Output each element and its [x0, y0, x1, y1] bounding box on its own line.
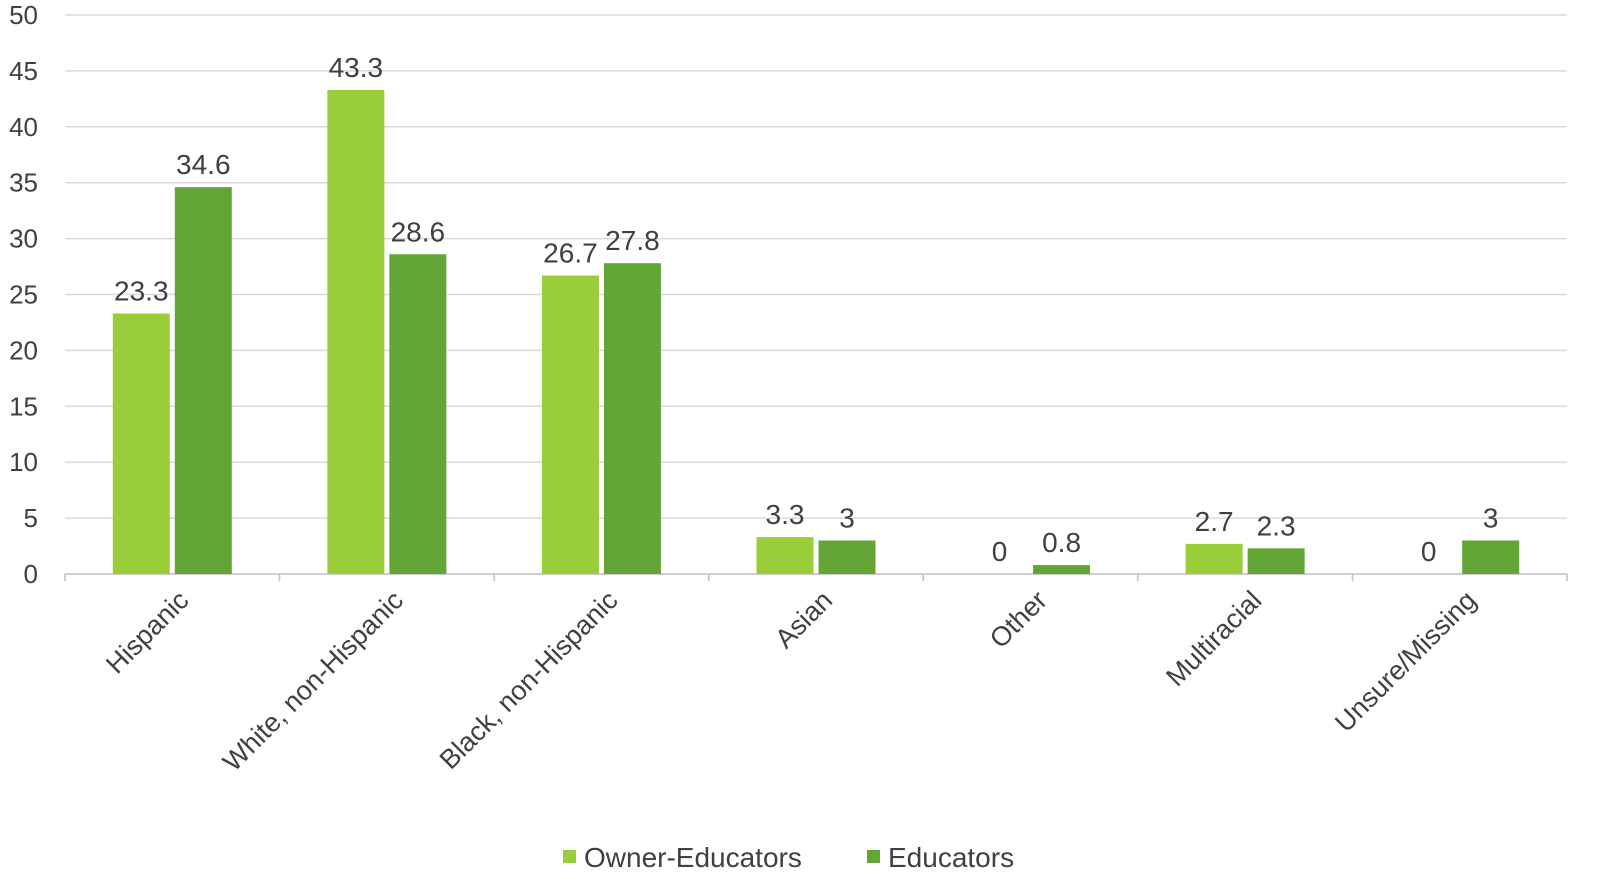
legend-swatch — [563, 850, 576, 863]
y-tick-label: 0 — [24, 559, 38, 589]
data-label: 43.3 — [329, 52, 384, 83]
bar — [756, 537, 814, 574]
bar — [1033, 565, 1091, 574]
bar — [1462, 540, 1520, 574]
legend-swatch — [867, 850, 880, 863]
data-label: 3 — [1483, 502, 1499, 533]
bar — [327, 89, 385, 574]
y-tick-label: 45 — [9, 56, 38, 86]
bars — [112, 89, 1520, 574]
data-label: 0.8 — [1042, 527, 1081, 558]
data-label: 0 — [992, 536, 1008, 567]
data-label: 28.6 — [391, 216, 446, 247]
bar — [112, 313, 170, 574]
data-label: 3.3 — [766, 499, 805, 530]
y-tick-label: 35 — [9, 168, 38, 198]
y-tick-label: 15 — [9, 391, 38, 421]
gridlines — [65, 14, 1567, 519]
y-tick-label: 40 — [9, 112, 38, 142]
x-tick-label: Black, non-Hispanic — [434, 585, 624, 775]
x-tick-label: Other — [984, 585, 1053, 654]
data-label: 2.7 — [1195, 506, 1234, 537]
legend: Owner-Educators Educators — [563, 842, 1014, 873]
x-tick-label: Multiracial — [1160, 585, 1267, 692]
bar — [541, 275, 599, 574]
x-tick-label: White, non-Hispanic — [217, 585, 409, 777]
x-axis: Hispanic White, non-Hispanic Black, non-Hi… — [64, 573, 1568, 777]
y-tick-label: 50 — [9, 0, 38, 30]
data-label: 0 — [1421, 536, 1437, 567]
y-tick-label: 5 — [24, 503, 38, 533]
legend-label: Owner-Educators — [584, 842, 802, 873]
y-axis: 0 5 10 15 20 25 30 35 40 45 50 — [9, 0, 38, 589]
data-label: 3 — [839, 502, 855, 533]
data-label: 27.8 — [605, 225, 660, 256]
y-tick-label: 30 — [9, 224, 38, 254]
bar — [1247, 548, 1305, 574]
data-label: 23.3 — [114, 276, 169, 307]
x-tick-label: Asian — [769, 585, 838, 654]
data-label: 2.3 — [1257, 510, 1296, 541]
data-labels: 23.3 34.6 43.3 28.6 26.7 27.8 3.3 3 0 0.8 2.7 2.3 0 3 — [114, 52, 1498, 567]
x-tick-label: Unsure/Missing — [1329, 585, 1482, 738]
x-tick-label: Hispanic — [100, 585, 194, 679]
y-tick-label: 25 — [9, 280, 38, 310]
legend-label: Educators — [888, 842, 1014, 873]
y-tick-label: 20 — [9, 335, 38, 365]
bar — [603, 263, 661, 574]
data-label: 34.6 — [176, 149, 231, 180]
bar — [174, 187, 232, 574]
bar — [389, 254, 447, 574]
bar — [1185, 543, 1243, 574]
y-tick-label: 10 — [9, 447, 38, 477]
bar — [818, 540, 876, 574]
data-label: 26.7 — [543, 237, 598, 268]
